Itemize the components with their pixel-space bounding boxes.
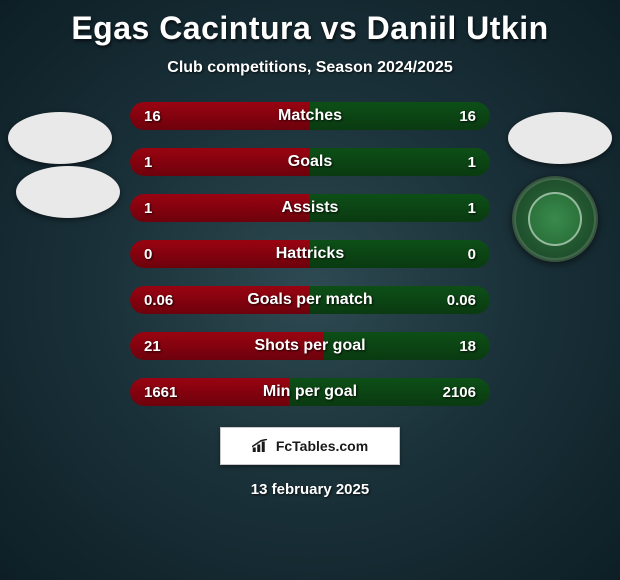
bar-left bbox=[130, 194, 310, 222]
bar-left bbox=[130, 148, 310, 176]
bar-track bbox=[130, 286, 490, 314]
brand-text: FcTables.com bbox=[276, 438, 368, 454]
comparison-row: Shots per goal2118 bbox=[130, 329, 490, 363]
brand-box[interactable]: FcTables.com bbox=[220, 427, 400, 465]
bar-right bbox=[310, 148, 490, 176]
content-wrapper: Egas Cacintura vs Daniil Utkin Club comp… bbox=[0, 0, 620, 580]
comparison-row: Goals11 bbox=[130, 145, 490, 179]
bar-track bbox=[130, 240, 490, 268]
bar-right bbox=[310, 240, 490, 268]
bar-right bbox=[310, 102, 490, 130]
bar-track bbox=[130, 102, 490, 130]
date-text: 13 february 2025 bbox=[251, 481, 369, 498]
bar-left bbox=[130, 332, 324, 360]
bar-right bbox=[324, 332, 490, 360]
chart-icon bbox=[252, 439, 270, 453]
bar-right bbox=[289, 378, 490, 406]
bar-track bbox=[130, 194, 490, 222]
comparison-row: Assists11 bbox=[130, 191, 490, 225]
comparison-row: Matches1616 bbox=[130, 99, 490, 133]
page-title: Egas Cacintura vs Daniil Utkin bbox=[71, 10, 548, 47]
comparison-row: Hattricks00 bbox=[130, 237, 490, 271]
bar-right bbox=[310, 286, 490, 314]
comparison-table: Matches1616 Goals11 Assists11 Hattricks00 Go… bbox=[0, 99, 620, 409]
bar-left bbox=[130, 378, 289, 406]
bar-right bbox=[310, 194, 490, 222]
subtitle: Club competitions, Season 2024/2025 bbox=[167, 59, 452, 77]
comparison-row: Goals per match0.060.06 bbox=[130, 283, 490, 317]
bar-track bbox=[130, 332, 490, 360]
bar-track bbox=[130, 378, 490, 406]
comparison-row: Min per goal16612106 bbox=[130, 375, 490, 409]
bar-left bbox=[130, 102, 310, 130]
bar-left bbox=[130, 286, 310, 314]
bar-track bbox=[130, 148, 490, 176]
bar-left bbox=[130, 240, 310, 268]
